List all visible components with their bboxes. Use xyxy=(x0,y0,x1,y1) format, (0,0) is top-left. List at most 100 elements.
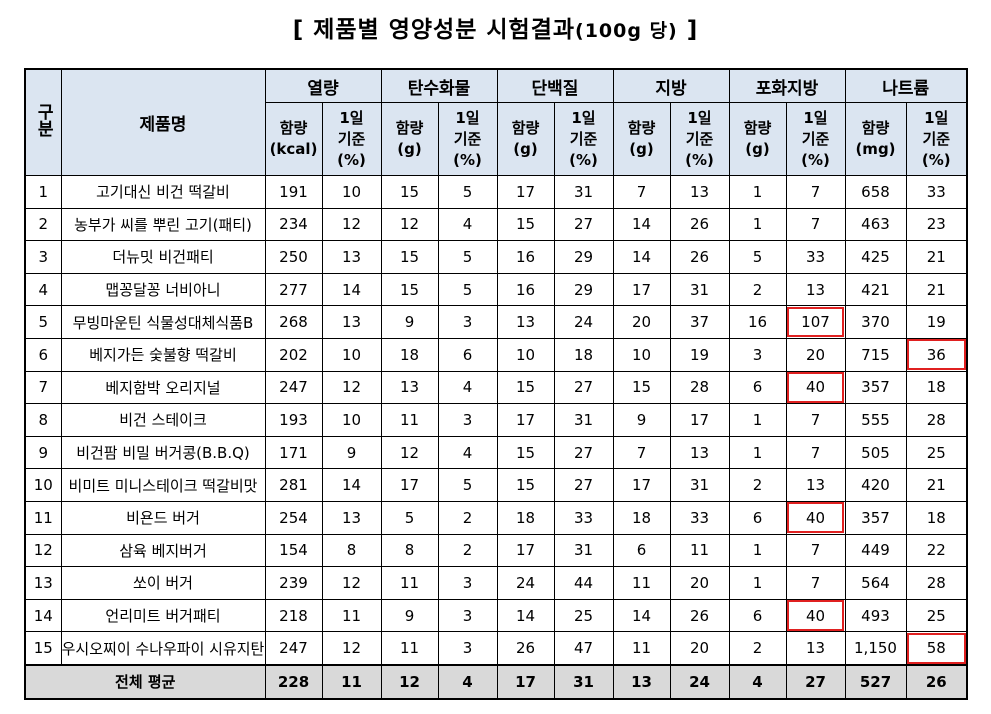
table-row: 14 언리미트 버거패티 218 11 9 3 14 25 14 26 6 40 493 25 xyxy=(24,598,968,633)
product-name: 비욘드 버거 xyxy=(60,500,266,535)
cell-amount: 16 xyxy=(496,272,555,307)
table-row: 3 더뉴밋 비건패티 250 13 15 5 16 29 14 26 5 33 425 21 xyxy=(24,240,968,274)
cell-daily-percent: 4 xyxy=(437,435,498,470)
cell-amount: 17 xyxy=(496,403,555,437)
cell-daily-percent: 18 xyxy=(553,337,614,372)
header-group-carbs: 탄수화물 xyxy=(380,68,498,103)
cell-daily-percent: 28 xyxy=(905,403,968,437)
average-value: 228 xyxy=(264,663,323,700)
cell-amount: 3 xyxy=(728,337,787,372)
cell-amount: 5 xyxy=(728,240,787,274)
cell-daily-percent: 13 xyxy=(785,272,846,307)
header-group-calories: 열량 xyxy=(264,68,382,103)
average-label: 전체 평균 xyxy=(24,663,266,700)
cell-daily-percent: 58 xyxy=(905,631,968,666)
product-name: 농부가 씨를 뿌린 고기(패티) xyxy=(60,207,266,242)
cell-amount: 1 xyxy=(728,435,787,470)
cell-daily-percent: 44 xyxy=(553,566,614,600)
cell-amount: 247 xyxy=(264,370,323,405)
subheader-line: 1일 xyxy=(687,108,712,127)
cell-amount: 421 xyxy=(844,272,907,307)
cell-amount: 16 xyxy=(728,305,787,339)
cell-amount: 15 xyxy=(380,272,439,307)
cell-amount: 6 xyxy=(612,533,671,568)
product-name: 우시오찌이 수나우파이 시유지탄 xyxy=(60,631,266,666)
cell-amount: 11 xyxy=(612,631,671,666)
page-title: [ 제품별 영양성분 시험결과(100g 당) ] xyxy=(0,10,991,44)
cell-amount: 1 xyxy=(728,175,787,209)
cell-daily-percent: 11 xyxy=(321,598,382,633)
average-value: 17 xyxy=(496,663,555,700)
header-group-protein: 단백질 xyxy=(496,68,614,103)
cell-daily-percent: 27 xyxy=(553,468,614,502)
row-number: 7 xyxy=(24,370,62,405)
subheader-line: 기준 xyxy=(569,129,598,148)
cell-amount: 14 xyxy=(612,598,671,633)
product-name: 언리미트 버거패티 xyxy=(60,598,266,633)
subheader-line: 함량 xyxy=(279,119,308,137)
subheader-line: 함량 xyxy=(511,119,540,137)
subheader-amount: 함량 (mg) xyxy=(844,102,907,176)
average-row: 전체 평균 228 11 12 4 17 31 13 24 4 27 527 26 xyxy=(24,663,968,700)
subheader-line: 기준 xyxy=(337,129,366,148)
row-number: 14 xyxy=(24,598,62,633)
row-number: 9 xyxy=(24,435,62,470)
product-name: 고기대신 비건 떡갈비 xyxy=(60,175,266,209)
row-number: 12 xyxy=(24,533,62,568)
cell-amount: 281 xyxy=(264,468,323,502)
table-row: 10 비미트 미니스테이크 떡갈비맛 281 14 17 5 15 27 17 31 2 13 420 2… xyxy=(24,468,968,502)
cell-amount: 13 xyxy=(496,305,555,339)
average-value: 12 xyxy=(380,663,439,700)
cell-amount: 425 xyxy=(844,240,907,274)
title-close: ] xyxy=(686,17,699,43)
table-row: 1 고기대신 비건 떡갈비 191 10 15 5 17 31 7 13 1 7 658 33 xyxy=(24,175,968,209)
average-value: 26 xyxy=(905,663,968,700)
subheader-line: 1일 xyxy=(924,108,949,127)
cell-daily-percent: 31 xyxy=(669,468,730,502)
row-number: 15 xyxy=(24,631,62,666)
cell-amount: 555 xyxy=(844,403,907,437)
table-row: 2 농부가 씨를 뿌린 고기(패티) 234 12 12 4 15 27 14 26 1 7 463 23 xyxy=(24,207,968,242)
cell-amount: 15 xyxy=(380,240,439,274)
cell-amount: 357 xyxy=(844,370,907,405)
header-row-groups: 구분 제품명 열량 탄수화물 단백질 지방 포화지방 나트륨 xyxy=(24,68,968,176)
cell-daily-percent: 19 xyxy=(669,337,730,372)
cell-daily-percent: 3 xyxy=(437,403,498,437)
cell-daily-percent: 19 xyxy=(905,305,968,339)
subheader-amount: 함량 (kcal) xyxy=(264,102,323,176)
cell-daily-percent: 27 xyxy=(553,370,614,405)
table-row: 4 맵꽁달꽁 너비아니 277 14 15 5 16 29 17 31 2 13 421 21 xyxy=(24,272,968,307)
cell-amount: 17 xyxy=(380,468,439,502)
cell-daily-percent: 40 xyxy=(785,598,846,633)
cell-amount: 18 xyxy=(380,337,439,372)
subheader-daily-percent: 1일 기준 (%) xyxy=(785,102,846,176)
row-number: 5 xyxy=(24,305,62,339)
cell-amount: 15 xyxy=(496,435,555,470)
cell-daily-percent: 40 xyxy=(785,370,846,405)
subheader-line: 기준 xyxy=(685,129,714,148)
cell-amount: 1 xyxy=(728,207,787,242)
cell-daily-percent: 20 xyxy=(669,566,730,600)
subheader-daily-percent: 1일 기준 (%) xyxy=(321,102,382,176)
cell-amount: 1 xyxy=(728,403,787,437)
cell-amount: 154 xyxy=(264,533,323,568)
cell-amount: 17 xyxy=(496,175,555,209)
subheader-line: (%) xyxy=(921,150,951,169)
subheader-amount: 함량 (g) xyxy=(496,102,555,176)
cell-daily-percent: 12 xyxy=(321,566,382,600)
table-row: 12 삼육 베지버거 154 8 8 2 17 31 6 11 1 7 449 22 xyxy=(24,533,968,568)
cell-daily-percent: 13 xyxy=(321,305,382,339)
subheader-daily-percent: 1일 기준 (%) xyxy=(669,102,730,176)
cell-amount: 11 xyxy=(380,566,439,600)
cell-daily-percent: 28 xyxy=(905,566,968,600)
cell-amount: 564 xyxy=(844,566,907,600)
cell-daily-percent: 107 xyxy=(785,305,846,339)
cell-daily-percent: 25 xyxy=(553,598,614,633)
cell-daily-percent: 5 xyxy=(437,272,498,307)
subheader-line: (g) xyxy=(745,140,770,158)
subheader-line: (%) xyxy=(453,150,482,169)
row-number: 3 xyxy=(24,240,62,274)
subheader-line: 기준 xyxy=(453,129,482,148)
cell-daily-percent: 13 xyxy=(321,500,382,535)
cell-daily-percent: 7 xyxy=(785,533,846,568)
